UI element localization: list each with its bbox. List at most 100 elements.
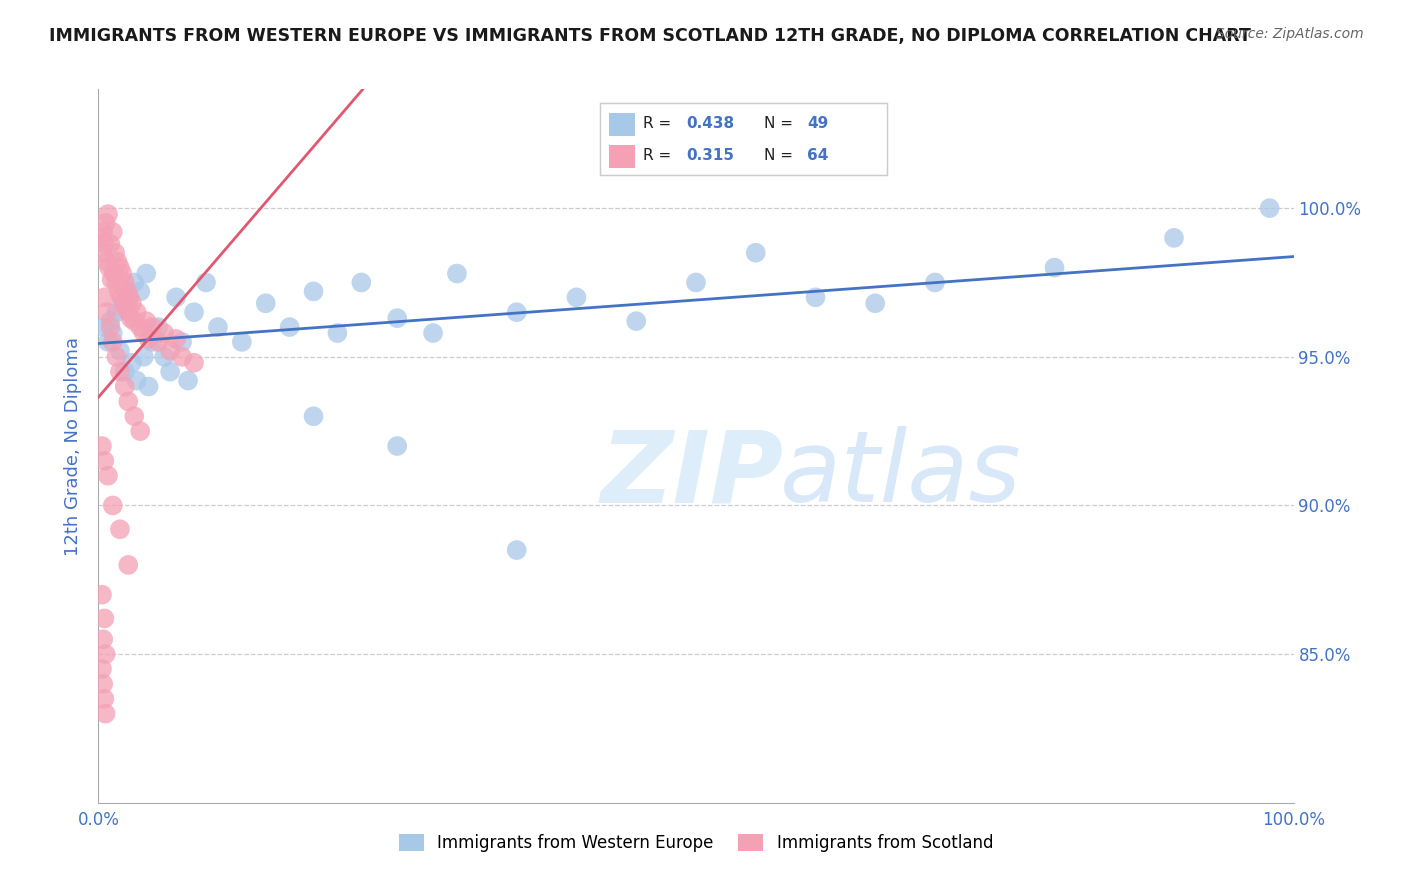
Point (97, 207, 120, 221)
Point (177, 374, 200, 388)
Point (148, 334, 170, 349)
Point (117, 558, 139, 572)
Point (91, 677, 114, 691)
Point (94, 647, 117, 661)
Point (326, 326, 349, 340)
Point (100, 272, 122, 286)
Point (98, 314, 122, 328)
Point (117, 290, 139, 304)
Point (98, 320, 122, 334)
Point (626, 314, 648, 328)
Text: ZIP: ZIP (600, 426, 783, 523)
Point (108, 260, 131, 275)
Point (101, 334, 124, 349)
Point (114, 365, 136, 379)
Point (350, 276, 373, 290)
Point (105, 276, 128, 290)
Point (121, 296, 143, 310)
Point (385, 311, 409, 326)
Point (231, 334, 253, 349)
Point (93, 320, 115, 334)
Point (1163, 231, 1185, 245)
Point (129, 424, 152, 438)
Point (1043, 260, 1066, 275)
Point (91, 225, 114, 239)
Point (105, 350, 128, 364)
Point (118, 290, 141, 304)
Point (132, 350, 155, 364)
Point (385, 439, 409, 453)
Point (112, 296, 135, 310)
Point (422, 326, 444, 340)
Point (125, 305, 148, 319)
Point (446, 267, 468, 281)
Point (153, 326, 176, 340)
Point (865, 296, 887, 310)
Point (96, 254, 118, 268)
Point (124, 409, 146, 424)
Point (105, 305, 128, 319)
Point (97, 334, 120, 349)
Point (91, 588, 114, 602)
Point (183, 305, 205, 319)
Point (91, 662, 114, 676)
Legend: Immigrants from Western Europe, Immigrants from Scotland: Immigrants from Western Europe, Immigran… (392, 827, 1000, 859)
Point (254, 296, 277, 310)
Point (159, 365, 181, 379)
Point (129, 320, 152, 334)
Point (172, 334, 194, 349)
Point (93, 611, 115, 625)
Point (121, 356, 143, 370)
Point (94, 216, 117, 230)
Point (114, 276, 136, 290)
Point (685, 276, 707, 290)
Point (96, 305, 118, 319)
Text: atlas: atlas (779, 426, 1021, 523)
Point (924, 276, 946, 290)
Point (141, 320, 163, 334)
Point (108, 365, 131, 379)
Point (745, 245, 768, 260)
Point (135, 314, 157, 328)
Point (153, 350, 176, 364)
Point (172, 350, 194, 364)
Point (148, 320, 170, 334)
Point (165, 290, 187, 304)
Point (103, 267, 125, 281)
Point (93, 691, 115, 706)
Point (159, 343, 181, 358)
Point (565, 290, 588, 304)
Point (195, 276, 218, 290)
Point (1258, 201, 1281, 215)
Point (138, 379, 160, 393)
Point (108, 343, 131, 358)
Point (91, 632, 114, 647)
Point (804, 290, 827, 304)
Y-axis label: 12th Grade, No Diploma: 12th Grade, No Diploma (63, 336, 82, 556)
Point (111, 267, 134, 281)
Point (90, 231, 112, 245)
Point (97, 468, 120, 483)
Point (101, 326, 124, 340)
Point (125, 374, 148, 388)
Point (107, 285, 129, 299)
Point (183, 356, 205, 370)
Point (111, 296, 134, 310)
Point (120, 311, 142, 326)
Point (302, 409, 325, 424)
Point (98, 260, 121, 275)
Point (114, 379, 136, 393)
Point (302, 285, 325, 299)
Point (506, 305, 529, 319)
Point (141, 334, 163, 349)
Point (138, 332, 160, 346)
Point (124, 276, 146, 290)
Point (101, 225, 124, 239)
Point (506, 543, 529, 558)
Point (278, 320, 301, 334)
Text: IMMIGRANTS FROM WESTERN EUROPE VS IMMIGRANTS FROM SCOTLAND 12TH GRADE, NO DIPLOM: IMMIGRANTS FROM WESTERN EUROPE VS IMMIGR… (49, 27, 1251, 45)
Point (104, 245, 127, 260)
Point (93, 236, 115, 251)
Point (207, 320, 229, 334)
Point (91, 245, 114, 260)
